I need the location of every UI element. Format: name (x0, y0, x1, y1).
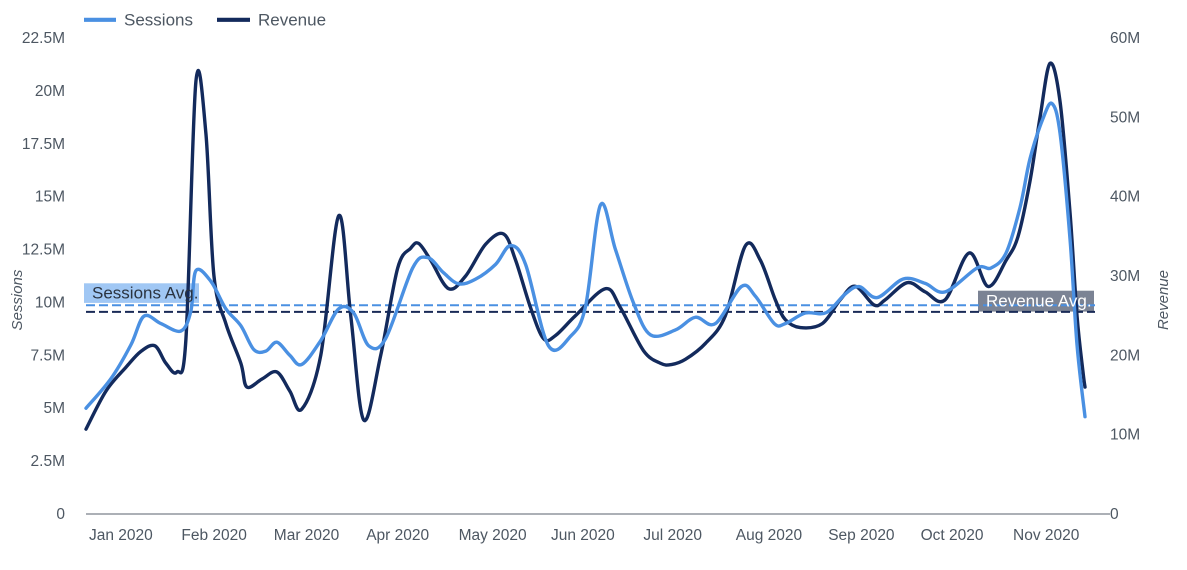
svg-text:20M: 20M (35, 83, 65, 100)
svg-text:0: 0 (56, 506, 65, 523)
svg-text:Mar 2020: Mar 2020 (274, 527, 340, 544)
svg-text:5M: 5M (43, 400, 65, 417)
svg-text:May 2020: May 2020 (459, 527, 527, 544)
svg-text:20M: 20M (1110, 347, 1140, 364)
svg-text:Aug 2020: Aug 2020 (736, 527, 803, 544)
svg-text:60M: 60M (1110, 30, 1140, 47)
svg-text:Revenue Avg.: Revenue Avg. (986, 292, 1092, 311)
svg-text:Sep 2020: Sep 2020 (828, 527, 895, 544)
svg-text:Sessions Avg.: Sessions Avg. (92, 284, 198, 303)
svg-text:22.5M: 22.5M (22, 30, 65, 47)
svg-text:12.5M: 12.5M (22, 242, 65, 259)
svg-text:Oct 2020: Oct 2020 (921, 527, 984, 544)
svg-text:40M: 40M (1110, 189, 1140, 206)
svg-text:Revenue: Revenue (258, 11, 326, 30)
svg-text:Apr 2020: Apr 2020 (366, 527, 429, 544)
svg-text:Sessions: Sessions (124, 11, 193, 30)
svg-text:Sessions: Sessions (9, 269, 26, 330)
svg-text:Revenue: Revenue (1155, 270, 1172, 330)
svg-text:Nov 2020: Nov 2020 (1013, 527, 1080, 544)
svg-text:Jan 2020: Jan 2020 (89, 527, 153, 544)
svg-text:Jun 2020: Jun 2020 (551, 527, 615, 544)
svg-text:30M: 30M (1110, 268, 1140, 285)
svg-text:10M: 10M (1110, 427, 1140, 444)
svg-text:0: 0 (1110, 506, 1119, 523)
svg-text:2.5M: 2.5M (31, 453, 65, 470)
svg-text:17.5M: 17.5M (22, 136, 65, 153)
svg-text:7.5M: 7.5M (31, 347, 65, 364)
svg-text:15M: 15M (35, 189, 65, 206)
svg-text:10M: 10M (35, 294, 65, 311)
svg-text:Jul 2020: Jul 2020 (643, 527, 702, 544)
svg-text:50M: 50M (1110, 109, 1140, 126)
svg-text:Feb 2020: Feb 2020 (181, 527, 247, 544)
